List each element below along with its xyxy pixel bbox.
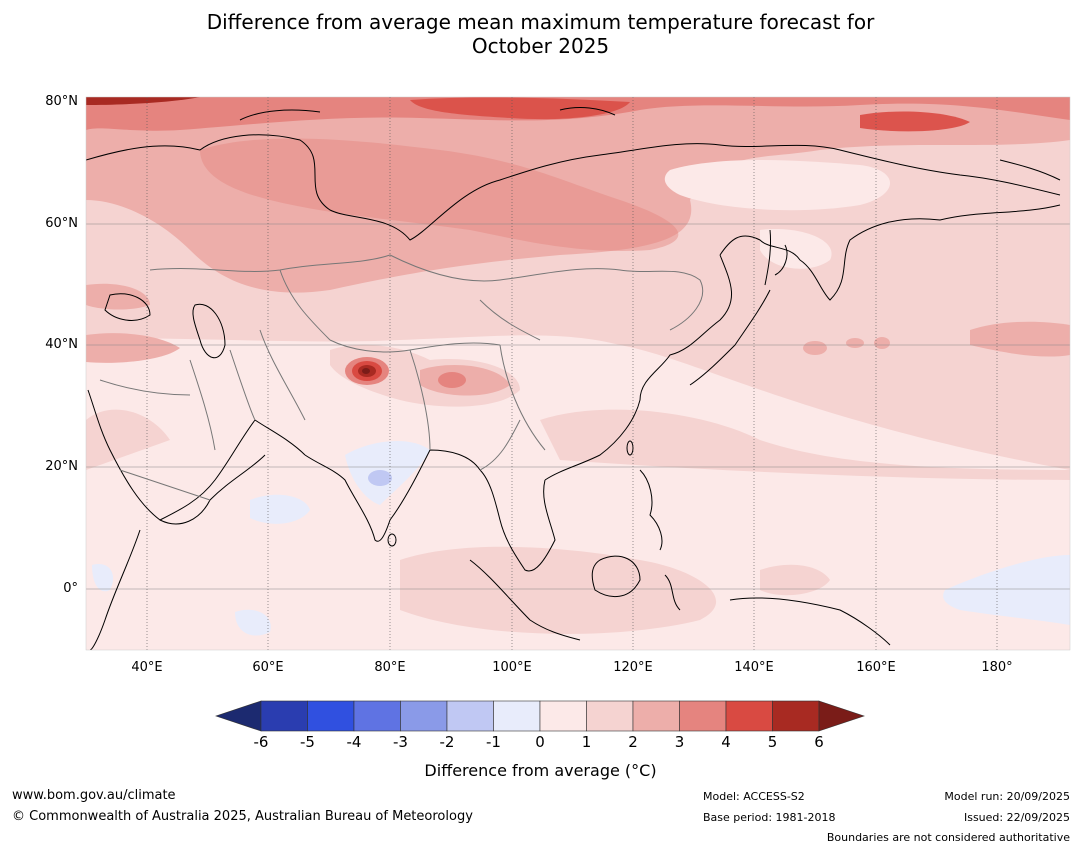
- disclaimer-text: Boundaries are not considered authoritat…: [826, 831, 1070, 844]
- colorbar-segment: [539, 700, 587, 732]
- map-meridians: [146, 97, 998, 650]
- colorbar-tick-label: -4: [346, 733, 362, 751]
- title-line-1: Difference from average mean maximum tem…: [206, 10, 875, 34]
- colorbar-label-unit: °C: [631, 761, 651, 780]
- base-period-text: Base period: 1981-2018: [703, 811, 836, 824]
- colorbar-tick-label: 3: [674, 733, 685, 751]
- colorbar-segment: [400, 700, 448, 732]
- chart-title: Difference from average mean maximum tem…: [0, 10, 1081, 58]
- model-run-text: Model run: 20/09/2025: [944, 790, 1070, 803]
- colorbar-segment: [493, 700, 541, 732]
- lat-label: 60°N: [45, 216, 78, 231]
- lat-label: 40°N: [45, 337, 78, 352]
- colorbar-segment: [307, 700, 355, 732]
- website-link[interactable]: www.bom.gov.au/climate: [12, 788, 176, 803]
- colorbar-segment: [353, 700, 401, 732]
- colorbar-extend-low: [215, 700, 262, 732]
- colorbar-label-close: ): [650, 761, 657, 780]
- colorbar-tick-label: 5: [767, 733, 778, 751]
- lon-label: 140°E: [734, 660, 774, 675]
- lon-label: 40°E: [131, 660, 163, 675]
- colorbar-tick-label: -3: [393, 733, 408, 751]
- lon-label: 180°: [981, 660, 1013, 675]
- colorbar-segment: [679, 700, 727, 732]
- colorbar-segment: [632, 700, 680, 732]
- colorbar-segment: [446, 700, 494, 732]
- colorbar-tick-label: -5: [300, 733, 315, 751]
- lat-label: 80°N: [45, 94, 78, 109]
- colorbar-tick-label: -1: [486, 733, 501, 751]
- colorbar-tick-label: -6: [253, 733, 269, 751]
- colorbar-label-text: Difference from average (: [424, 761, 632, 780]
- lon-label: 120°E: [613, 660, 653, 675]
- colorbar: [215, 700, 865, 732]
- country-boundaries: [99, 254, 704, 501]
- colorbar-extend-high: [818, 700, 865, 732]
- lat-label: 0°: [63, 581, 78, 596]
- copyright-text: © Commonwealth of Australia 2025, Austra…: [12, 809, 473, 824]
- lon-label: 160°E: [856, 660, 896, 675]
- colorbar-tick-label: -2: [439, 733, 455, 751]
- coastlines: [86, 107, 1061, 650]
- model-text: Model: ACCESS-S2: [703, 790, 805, 803]
- lat-label: 20°N: [45, 459, 78, 474]
- lon-label: 60°E: [252, 660, 284, 675]
- colorbar-segment: [260, 700, 308, 732]
- title-line-2: October 2025: [471, 34, 610, 58]
- map-gridlines: [86, 223, 1070, 590]
- lon-label: 80°E: [374, 660, 406, 675]
- colorbar-label: Difference from average (°C): [0, 761, 1081, 780]
- colorbar-segment: [725, 700, 773, 732]
- issued-text: Issued: 22/09/2025: [963, 811, 1070, 824]
- map-shading: [86, 97, 1070, 650]
- colorbar-segment: [586, 700, 634, 732]
- colorbar-tick-label: 2: [628, 733, 638, 751]
- colorbar-tick-label: 1: [581, 733, 592, 751]
- colorbar-tick-label: 4: [721, 733, 731, 751]
- colorbar-tick-label: 0: [535, 733, 545, 751]
- lon-label: 100°E: [492, 660, 532, 675]
- map-frame: [85, 96, 1071, 651]
- colorbar-segment: [772, 700, 820, 732]
- colorbar-tick-label: 6: [814, 733, 824, 751]
